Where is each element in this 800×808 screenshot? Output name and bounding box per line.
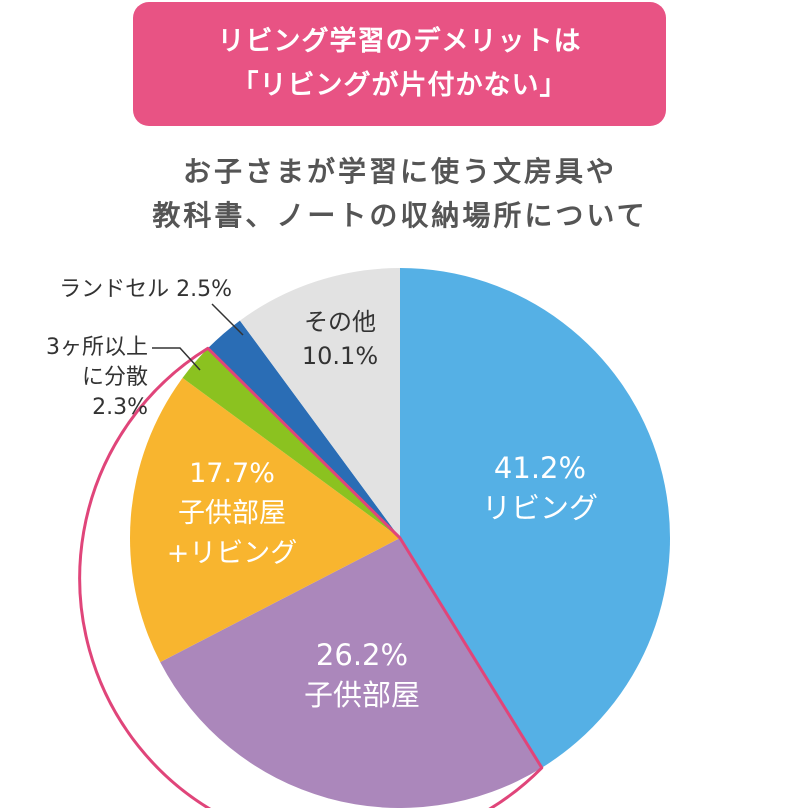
slice-label-2: 26.2%子供部屋 (304, 638, 420, 712)
title-line-2: 「リビングが片付かない」 (231, 70, 568, 101)
pie-slice-6 (239, 268, 400, 538)
pie-slice-4 (182, 348, 400, 538)
slice-label-3: 17.7%子供部屋+リビング (167, 458, 298, 569)
pie-slice-5 (207, 320, 400, 538)
pie-slice-3 (129, 377, 401, 663)
subtitle-line-1: お子さまが学習に使う文房具や (182, 155, 617, 188)
slice-label-4: 3ヶ所以上に分散 2.3% (46, 335, 148, 420)
title-line-1: リビング学習のデメリットは (217, 26, 582, 57)
pie-slice-1 (400, 268, 671, 768)
title-banner: リビング学習のデメリットは 「リビングが片付かない」 (133, 2, 666, 126)
leader-line-5 (211, 303, 244, 336)
highlight-outline (78, 346, 544, 808)
leader-line-4 (152, 347, 201, 371)
slice-label-5: ランドセル 2.5% (59, 277, 232, 302)
pie-slice-2 (160, 538, 542, 808)
slice-label-1: 41.2%リビング (482, 451, 598, 525)
subtitle-line-2: 教科書、ノートの収納場所について (152, 199, 648, 232)
chart-subtitle: お子さまが学習に使う文房具や 教科書、ノートの収納場所について (0, 150, 800, 238)
slice-label-6: その他 10.1% (302, 308, 378, 370)
